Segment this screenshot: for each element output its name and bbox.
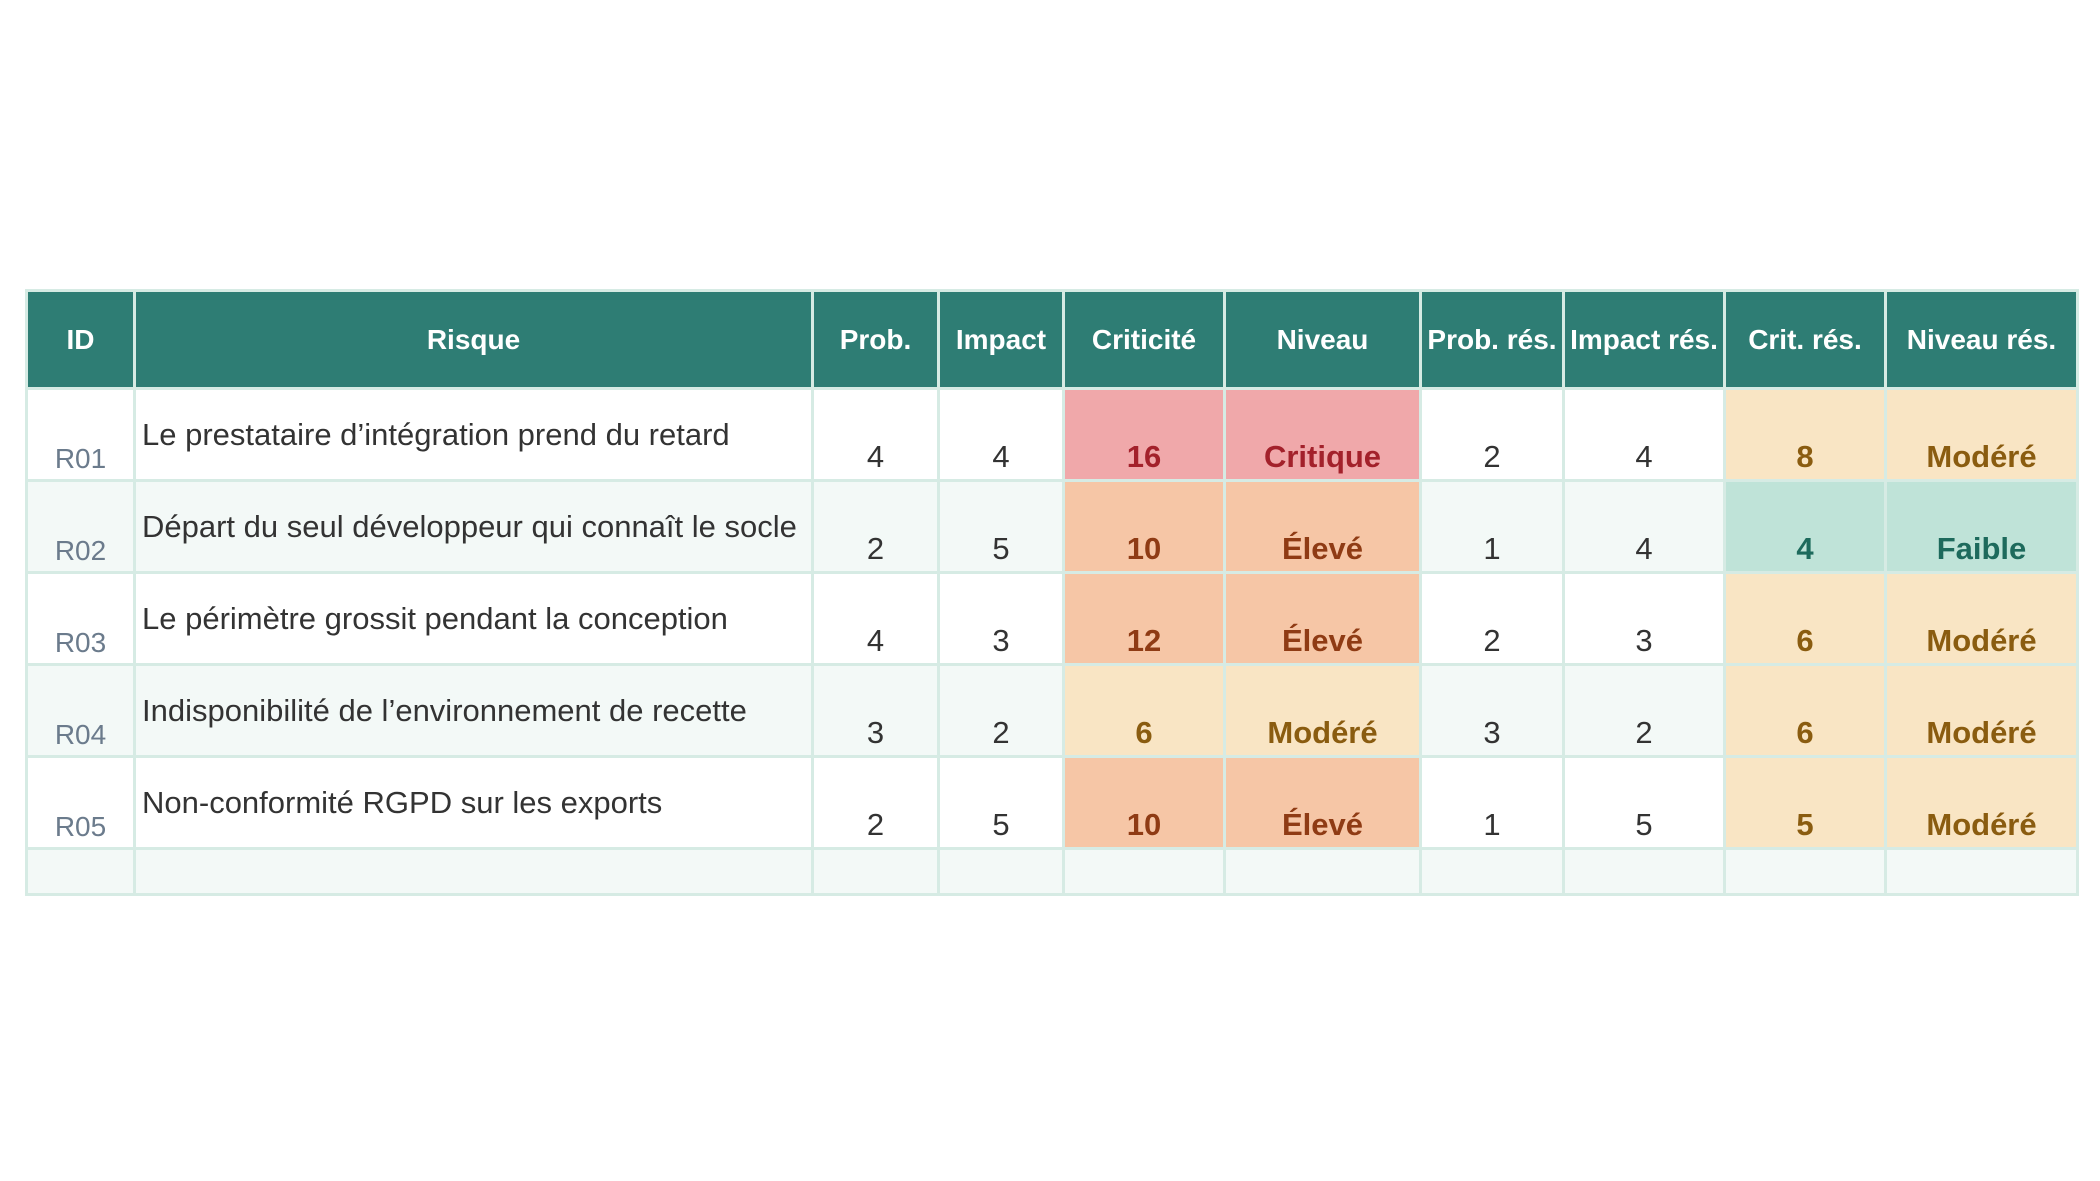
risk-description: Départ du seul développeur qui connaît l… [133, 479, 814, 574]
prob-value: 2 [811, 755, 940, 850]
table-row: R04 Indisponibilité de l’environnement d… [25, 663, 2079, 758]
prob-value: 4 [811, 571, 940, 666]
header-impact: Impact [937, 289, 1065, 390]
risk-id: R05 [25, 755, 136, 850]
impact-value: 5 [937, 479, 1065, 574]
impact-res-value: 5 [1562, 755, 1726, 850]
niveau-res-badge: Modéré [1884, 571, 2079, 666]
risk-register-table: ID Risque Prob. Impact Criticité Niveau … [25, 289, 2079, 896]
niveau-badge: Élevé [1223, 479, 1422, 574]
empty-cell [25, 847, 136, 896]
risk-id: R01 [25, 387, 136, 482]
header-crit-res: Crit. rés. [1723, 289, 1887, 390]
table-row: R05 Non-conformité RGPD sur les exports … [25, 755, 2079, 850]
empty-table-row [25, 847, 2079, 896]
impact-value: 5 [937, 755, 1065, 850]
niveau-res-badge: Modéré [1884, 387, 2079, 482]
niveau-badge: Élevé [1223, 571, 1422, 666]
header-prob: Prob. [811, 289, 940, 390]
criticite-value: 16 [1062, 387, 1226, 482]
impact-value: 4 [937, 387, 1065, 482]
prob-value: 2 [811, 479, 940, 574]
impact-res-value: 4 [1562, 387, 1726, 482]
niveau-badge: Modéré [1223, 663, 1422, 758]
prob-res-value: 1 [1419, 479, 1565, 574]
table-row: R03 Le périmètre grossit pendant la conc… [25, 571, 2079, 666]
impact-res-value: 3 [1562, 571, 1726, 666]
crit-res-value: 4 [1723, 479, 1887, 574]
risk-id: R02 [25, 479, 136, 574]
impact-value: 3 [937, 571, 1065, 666]
niveau-res-badge: Modéré [1884, 663, 2079, 758]
empty-cell [133, 847, 814, 896]
risk-description: Indisponibilité de l’environnement de re… [133, 663, 814, 758]
criticite-value: 12 [1062, 571, 1226, 666]
empty-cell [937, 847, 1065, 896]
empty-cell [1223, 847, 1422, 896]
risk-description: Non-conformité RGPD sur les exports [133, 755, 814, 850]
empty-cell [1884, 847, 2079, 896]
header-id: ID [25, 289, 136, 390]
prob-res-value: 1 [1419, 755, 1565, 850]
empty-cell [811, 847, 940, 896]
risk-id: R04 [25, 663, 136, 758]
crit-res-value: 8 [1723, 387, 1887, 482]
impact-res-value: 4 [1562, 479, 1726, 574]
table-row: R02 Départ du seul développeur qui conna… [25, 479, 2079, 574]
header-niveau: Niveau [1223, 289, 1422, 390]
niveau-badge: Élevé [1223, 755, 1422, 850]
niveau-badge: Critique [1223, 387, 1422, 482]
niveau-res-badge: Faible [1884, 479, 2079, 574]
header-impact-res: Impact rés. [1562, 289, 1726, 390]
prob-value: 3 [811, 663, 940, 758]
header-prob-res: Prob. rés. [1419, 289, 1565, 390]
table-row: R01 Le prestataire d’intégration prend d… [25, 387, 2079, 482]
risk-id: R03 [25, 571, 136, 666]
empty-cell [1062, 847, 1226, 896]
table-header-row: ID Risque Prob. Impact Criticité Niveau … [25, 289, 2079, 390]
criticite-value: 6 [1062, 663, 1226, 758]
empty-cell [1562, 847, 1726, 896]
impact-value: 2 [937, 663, 1065, 758]
impact-res-value: 2 [1562, 663, 1726, 758]
empty-cell [1723, 847, 1887, 896]
header-criticite: Criticité [1062, 289, 1226, 390]
header-risque: Risque [133, 289, 814, 390]
niveau-res-badge: Modéré [1884, 755, 2079, 850]
crit-res-value: 5 [1723, 755, 1887, 850]
header-niveau-res: Niveau rés. [1884, 289, 2079, 390]
prob-res-value: 2 [1419, 387, 1565, 482]
risk-description: Le prestataire d’intégration prend du re… [133, 387, 814, 482]
risk-description: Le périmètre grossit pendant la concepti… [133, 571, 814, 666]
crit-res-value: 6 [1723, 571, 1887, 666]
prob-value: 4 [811, 387, 940, 482]
crit-res-value: 6 [1723, 663, 1887, 758]
prob-res-value: 2 [1419, 571, 1565, 666]
criticite-value: 10 [1062, 479, 1226, 574]
prob-res-value: 3 [1419, 663, 1565, 758]
criticite-value: 10 [1062, 755, 1226, 850]
empty-cell [1419, 847, 1565, 896]
